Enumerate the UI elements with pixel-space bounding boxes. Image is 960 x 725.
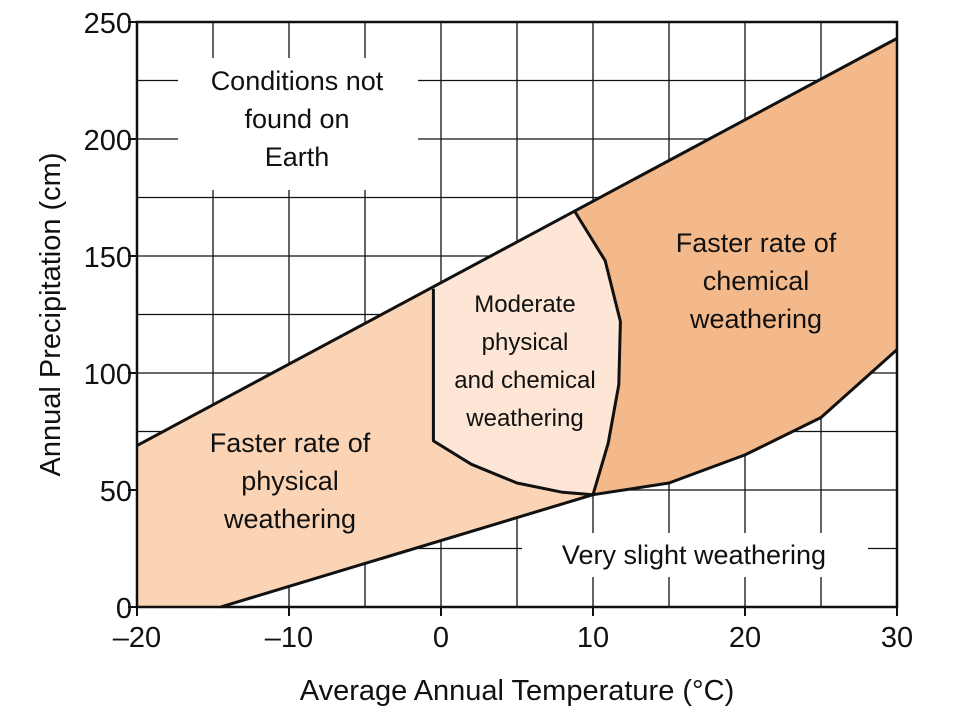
region-label-line: weathering <box>689 304 822 334</box>
x-tick-label: –20 <box>113 622 161 654</box>
x-tick-label: 0 <box>433 622 449 654</box>
y-tick-label: 200 <box>84 125 132 157</box>
tick-marks <box>128 21 898 616</box>
region-label-none: Conditions not found on Earth <box>211 66 384 172</box>
x-tick-label: 10 <box>577 622 609 654</box>
region-label-line: weathering <box>465 405 583 432</box>
region-label-physical: Faster rate of physical weathering <box>210 428 371 534</box>
y-tick-label: 0 <box>116 593 132 625</box>
label-bg-conditions <box>178 58 418 190</box>
x-tick-labels: –20 –10 0 10 20 30 <box>113 622 913 654</box>
region-label-line: physical <box>241 466 339 496</box>
label-backgrounds <box>178 58 868 577</box>
plot-frame <box>135 20 899 609</box>
region-label-line: Conditions not <box>211 66 384 96</box>
upper-limit-line <box>136 37 898 447</box>
region-label-line: chemical <box>703 266 810 296</box>
region-label-line: physical <box>482 329 569 356</box>
label-bg-slight <box>522 533 868 577</box>
lower-limit-line <box>220 493 594 609</box>
region-label-line: and chemical <box>454 367 595 394</box>
region-label-chemical: Faster rate of chemical weathering <box>676 228 837 334</box>
region-moderate <box>433 211 621 495</box>
region-label-line: Faster rate of <box>676 228 837 258</box>
y-tick-labels: 0 50 100 150 200 250 <box>84 8 132 625</box>
region-label-line: Very slight weathering <box>562 540 826 570</box>
x-tick-label: –10 <box>265 622 313 654</box>
region-labels: Faster rate of physical weatheringModerate… <box>210 66 837 570</box>
region-label-line: Faster rate of <box>210 428 371 458</box>
x-axis-title: Average Annual Temperature (°C) <box>300 675 735 707</box>
x-tick-label: 20 <box>729 622 761 654</box>
regions <box>137 38 897 607</box>
region-label-line: Earth <box>265 142 330 172</box>
moderate-left-boundary <box>431 288 594 497</box>
y-axis-title: Annual Precipitation (cm) <box>35 153 67 477</box>
region-label-line: found on <box>244 104 349 134</box>
region-physical <box>137 286 593 607</box>
x-tick-label: 30 <box>881 622 913 654</box>
y-tick-label: 150 <box>84 242 132 274</box>
y-tick-label: 50 <box>100 476 132 508</box>
region-chemical <box>574 38 897 495</box>
region-label-line: Moderate <box>474 291 575 318</box>
region-label-moderate: Moderate physical and chemical weathering <box>454 291 595 432</box>
y-tick-label: 250 <box>84 8 132 40</box>
chemical-lower-boundary <box>592 348 898 497</box>
region-label-line: weathering <box>223 504 356 534</box>
y-tick-label: 100 <box>84 359 132 391</box>
boundary-lines <box>136 37 898 609</box>
region-label-slight: Very slight weathering <box>562 540 826 570</box>
moderate-right-boundary <box>573 210 622 496</box>
